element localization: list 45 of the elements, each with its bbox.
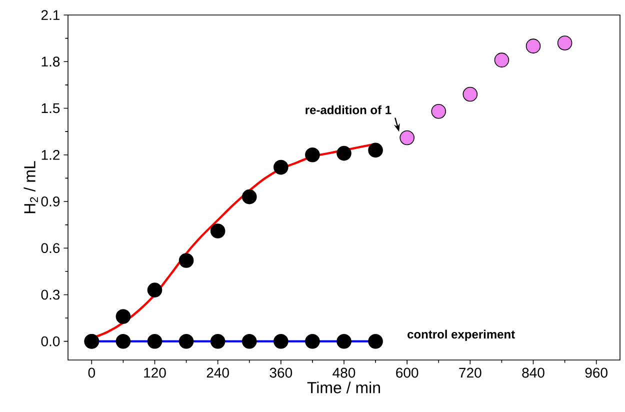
annotation: re-addition of 1 bbox=[306, 105, 392, 114]
x-tick-label: 720 bbox=[459, 368, 482, 378]
x-tick-label: 0 bbox=[88, 368, 96, 378]
y-tick-label: 0.6 bbox=[41, 243, 60, 254]
annotation: control experiment bbox=[408, 330, 515, 341]
point bbox=[368, 142, 383, 158]
point bbox=[147, 282, 162, 298]
point bbox=[557, 36, 572, 50]
point bbox=[242, 189, 257, 204]
y-tick-label: 2.1 bbox=[41, 10, 60, 20]
y-tick-label: 0.3 bbox=[41, 290, 60, 300]
x-axis-title: Time / min bbox=[307, 382, 380, 394]
point bbox=[400, 130, 414, 146]
point bbox=[494, 52, 510, 68]
x-tick-label: 840 bbox=[522, 368, 544, 378]
point bbox=[147, 334, 162, 349]
point bbox=[431, 104, 446, 119]
point bbox=[305, 147, 320, 162]
x-tick-label: 360 bbox=[270, 368, 292, 378]
point bbox=[242, 334, 257, 349]
point bbox=[210, 224, 226, 238]
point bbox=[305, 334, 320, 349]
point bbox=[368, 334, 383, 349]
point bbox=[116, 309, 131, 324]
y-tick-label: 0.9 bbox=[41, 196, 60, 206]
point bbox=[274, 334, 288, 349]
x-tick-label: 480 bbox=[332, 368, 356, 378]
x-tick-label: 600 bbox=[396, 368, 418, 378]
point bbox=[462, 86, 478, 102]
x-tick-label: 120 bbox=[144, 368, 166, 378]
point bbox=[178, 253, 194, 268]
point bbox=[336, 146, 352, 161]
point bbox=[336, 334, 352, 349]
point bbox=[116, 334, 131, 349]
point bbox=[526, 38, 541, 54]
point bbox=[274, 160, 288, 175]
x-tick-label: 960 bbox=[585, 368, 608, 378]
x-tick-label: 240 bbox=[206, 368, 229, 378]
point bbox=[178, 334, 194, 349]
y-tick-label: 1.8 bbox=[42, 56, 60, 67]
point bbox=[210, 334, 226, 349]
y-axis-title: H$_{2}$ / mL bbox=[24, 161, 38, 214]
y-tick-label: 1.5 bbox=[42, 103, 60, 114]
y-tick-label: 0.0 bbox=[41, 336, 60, 346]
y-tick-label: 1.2 bbox=[42, 150, 60, 160]
